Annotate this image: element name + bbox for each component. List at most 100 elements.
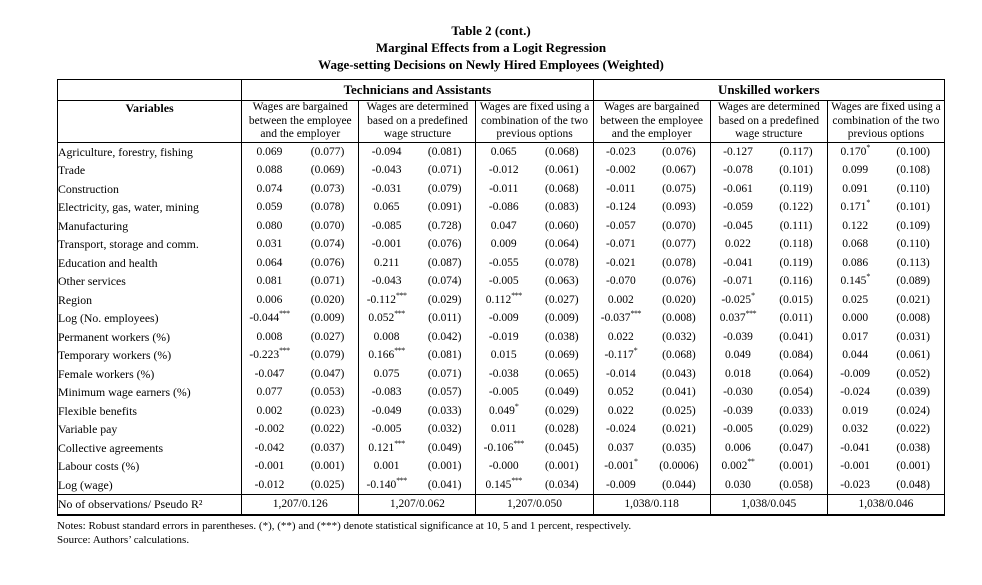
standard-error: (0.022) [896,423,930,435]
coefficient-value: 0.047 [490,219,517,232]
coefficient-value: -0.023 [606,145,636,158]
variables-header: Variables [56,100,243,143]
coefficient-value: -0.124 [606,201,636,213]
coefficient-value: -0.112*** [366,290,407,306]
estimate-cell: -0.044*** (0.009) [241,309,360,328]
standard-error: (0.068) [545,182,579,195]
significance-stars: *** [396,290,407,300]
estimate-cell: 0.080 (0.070) [241,216,360,235]
footnotes: Notes: Robust standard errors in parenth… [57,519,982,547]
coefficient-value: -0.012 [488,164,519,176]
coefficient-value: 0.022 [607,404,634,417]
col-header-predefined-technicians: Wages are determined based on a predefin… [358,100,477,143]
variable-label: Construction [56,179,243,198]
coefficient-value: -0.039 [723,330,753,343]
estimate-cell: -0.057 (0.070) [592,216,711,235]
standard-error: (0.058) [779,478,813,491]
estimate-cell: -0.038 (0.065) [475,364,594,383]
estimate-cell: -0.083 (0.057) [358,383,477,402]
estimate-cell: 0.170* (0.100) [826,142,946,161]
standard-error: (0.031) [896,330,930,343]
table-row: Education and health 0.064 (0.076) 0.211 (0.… [56,253,946,272]
estimate-cell: -0.055 (0.078) [475,253,594,272]
table-row: Log (No. employees) -0.044*** (0.009) 0.052… [56,309,946,328]
coefficient-value: -0.001 [840,460,870,472]
standard-error: (0.011) [779,312,813,324]
estimate-cell: 0.088 (0.069) [241,161,360,180]
estimate-cell: 0.022 (0.032) [592,327,711,346]
significance-stars: * [514,401,519,411]
table-row: Log (wage) -0.012 (0.025) -0.140*** (0.041) 0… [56,475,946,495]
coefficient-value: -0.014 [606,367,636,380]
estimate-cell: 0.022 (0.118) [709,235,828,254]
estimate-cell: -0.112*** (0.029) [358,290,477,309]
coefficient-value: -0.024 [606,423,636,435]
variable-label: Electricity, gas, water, mining [56,198,243,217]
standard-error: (0.065) [545,367,579,380]
estimate-cell: -0.009 (0.052) [826,364,946,383]
variable-label: Temporary workers (%) [56,346,243,365]
coefficient-value: -0.031 [371,182,402,195]
standard-error: (0.113) [896,256,930,269]
coefficient-value: 0.037 [607,441,634,454]
coefficient-value: -0.025* [721,290,755,306]
table-row: Trade 0.088 (0.069) -0.043 (0.071) -0.012 (0.0… [56,161,946,180]
regression-table: Technicians and Assistants Unskilled wor… [56,79,946,516]
source-line: Source: Authors’ calculations. [57,534,190,546]
estimate-cell: -0.127 (0.117) [709,142,828,161]
coefficient-value: -0.011 [606,182,636,195]
estimate-cell: 0.065 (0.068) [475,142,594,161]
estimate-cell: 0.000 (0.008) [826,309,946,328]
standard-error: (0.021) [896,293,930,306]
coefficient-value: 0.171* [840,198,870,213]
estimate-cell: -0.071 (0.077) [592,235,711,254]
estimate-cell: 0.074 (0.073) [241,179,360,198]
estimate-cell: -0.005 (0.029) [709,420,828,439]
coefficient-value: -0.127 [723,145,753,158]
estimate-cell: 0.037*** (0.011) [709,309,828,328]
estimate-cell: -0.043 (0.074) [358,272,477,291]
coefficient-value: 0.001 [373,460,400,472]
significance-stars: *** [394,438,405,448]
coefficient-value: 0.025 [842,293,869,306]
coefficient-value: 0.002** [721,457,755,472]
variable-label: Transport, storage and comm. [56,235,243,254]
variable-label: Log (wage) [56,475,243,495]
standard-error: (0.047) [779,441,813,454]
coefficient-value: -0.047 [254,367,285,380]
estimate-cell: 0.002 (0.023) [241,401,360,420]
estimate-cell: -0.117* (0.068) [592,346,711,365]
coefficient-value: -0.085 [371,219,402,232]
significance-stars: * [866,142,870,152]
estimate-cell: 0.002** (0.001) [709,457,828,476]
estimate-cell: -0.071 (0.116) [709,272,828,291]
estimate-cell: -0.011 (0.068) [475,179,594,198]
standard-error: (0.101) [779,164,813,176]
coefficient-value: 0.009 [490,238,517,250]
standard-error: (0.020) [662,293,696,306]
estimate-cell: -0.025* (0.015) [709,290,828,309]
estimate-cell: -0.086 (0.083) [475,198,594,217]
variable-label: Flexible benefits [56,401,243,420]
estimate-cell: 0.049* (0.029) [475,401,594,420]
estimate-cell: 0.077 (0.053) [241,383,360,402]
coefficient-value: 0.030 [725,478,751,491]
estimate-cell: 0.044 (0.061) [826,346,946,365]
standard-error: (0.083) [545,201,579,213]
standard-error: (0.071) [427,164,462,176]
standard-error: (0.118) [779,238,813,250]
estimate-cell: 0.086 (0.113) [826,253,946,272]
estimate-cell: 0.069 (0.077) [241,142,360,161]
coefficient-value: 0.075 [373,367,400,380]
standard-error: (0.068) [662,349,696,361]
standard-error: (0.035) [662,441,696,454]
standard-error: (0.043) [662,367,696,380]
coefficient-value: -0.045 [723,219,753,232]
col-header-bargained-technicians: Wages are bargained between the employee… [241,100,360,143]
coefficient-value: 0.059 [256,201,283,213]
standard-error: (0.087) [427,256,462,269]
standard-error: (0.061) [545,164,579,176]
coefficient-value: -0.019 [488,330,519,343]
variable-label: Variable pay [56,420,243,439]
col-header-predefined-unskilled: Wages are determined based on a predefin… [709,100,828,143]
